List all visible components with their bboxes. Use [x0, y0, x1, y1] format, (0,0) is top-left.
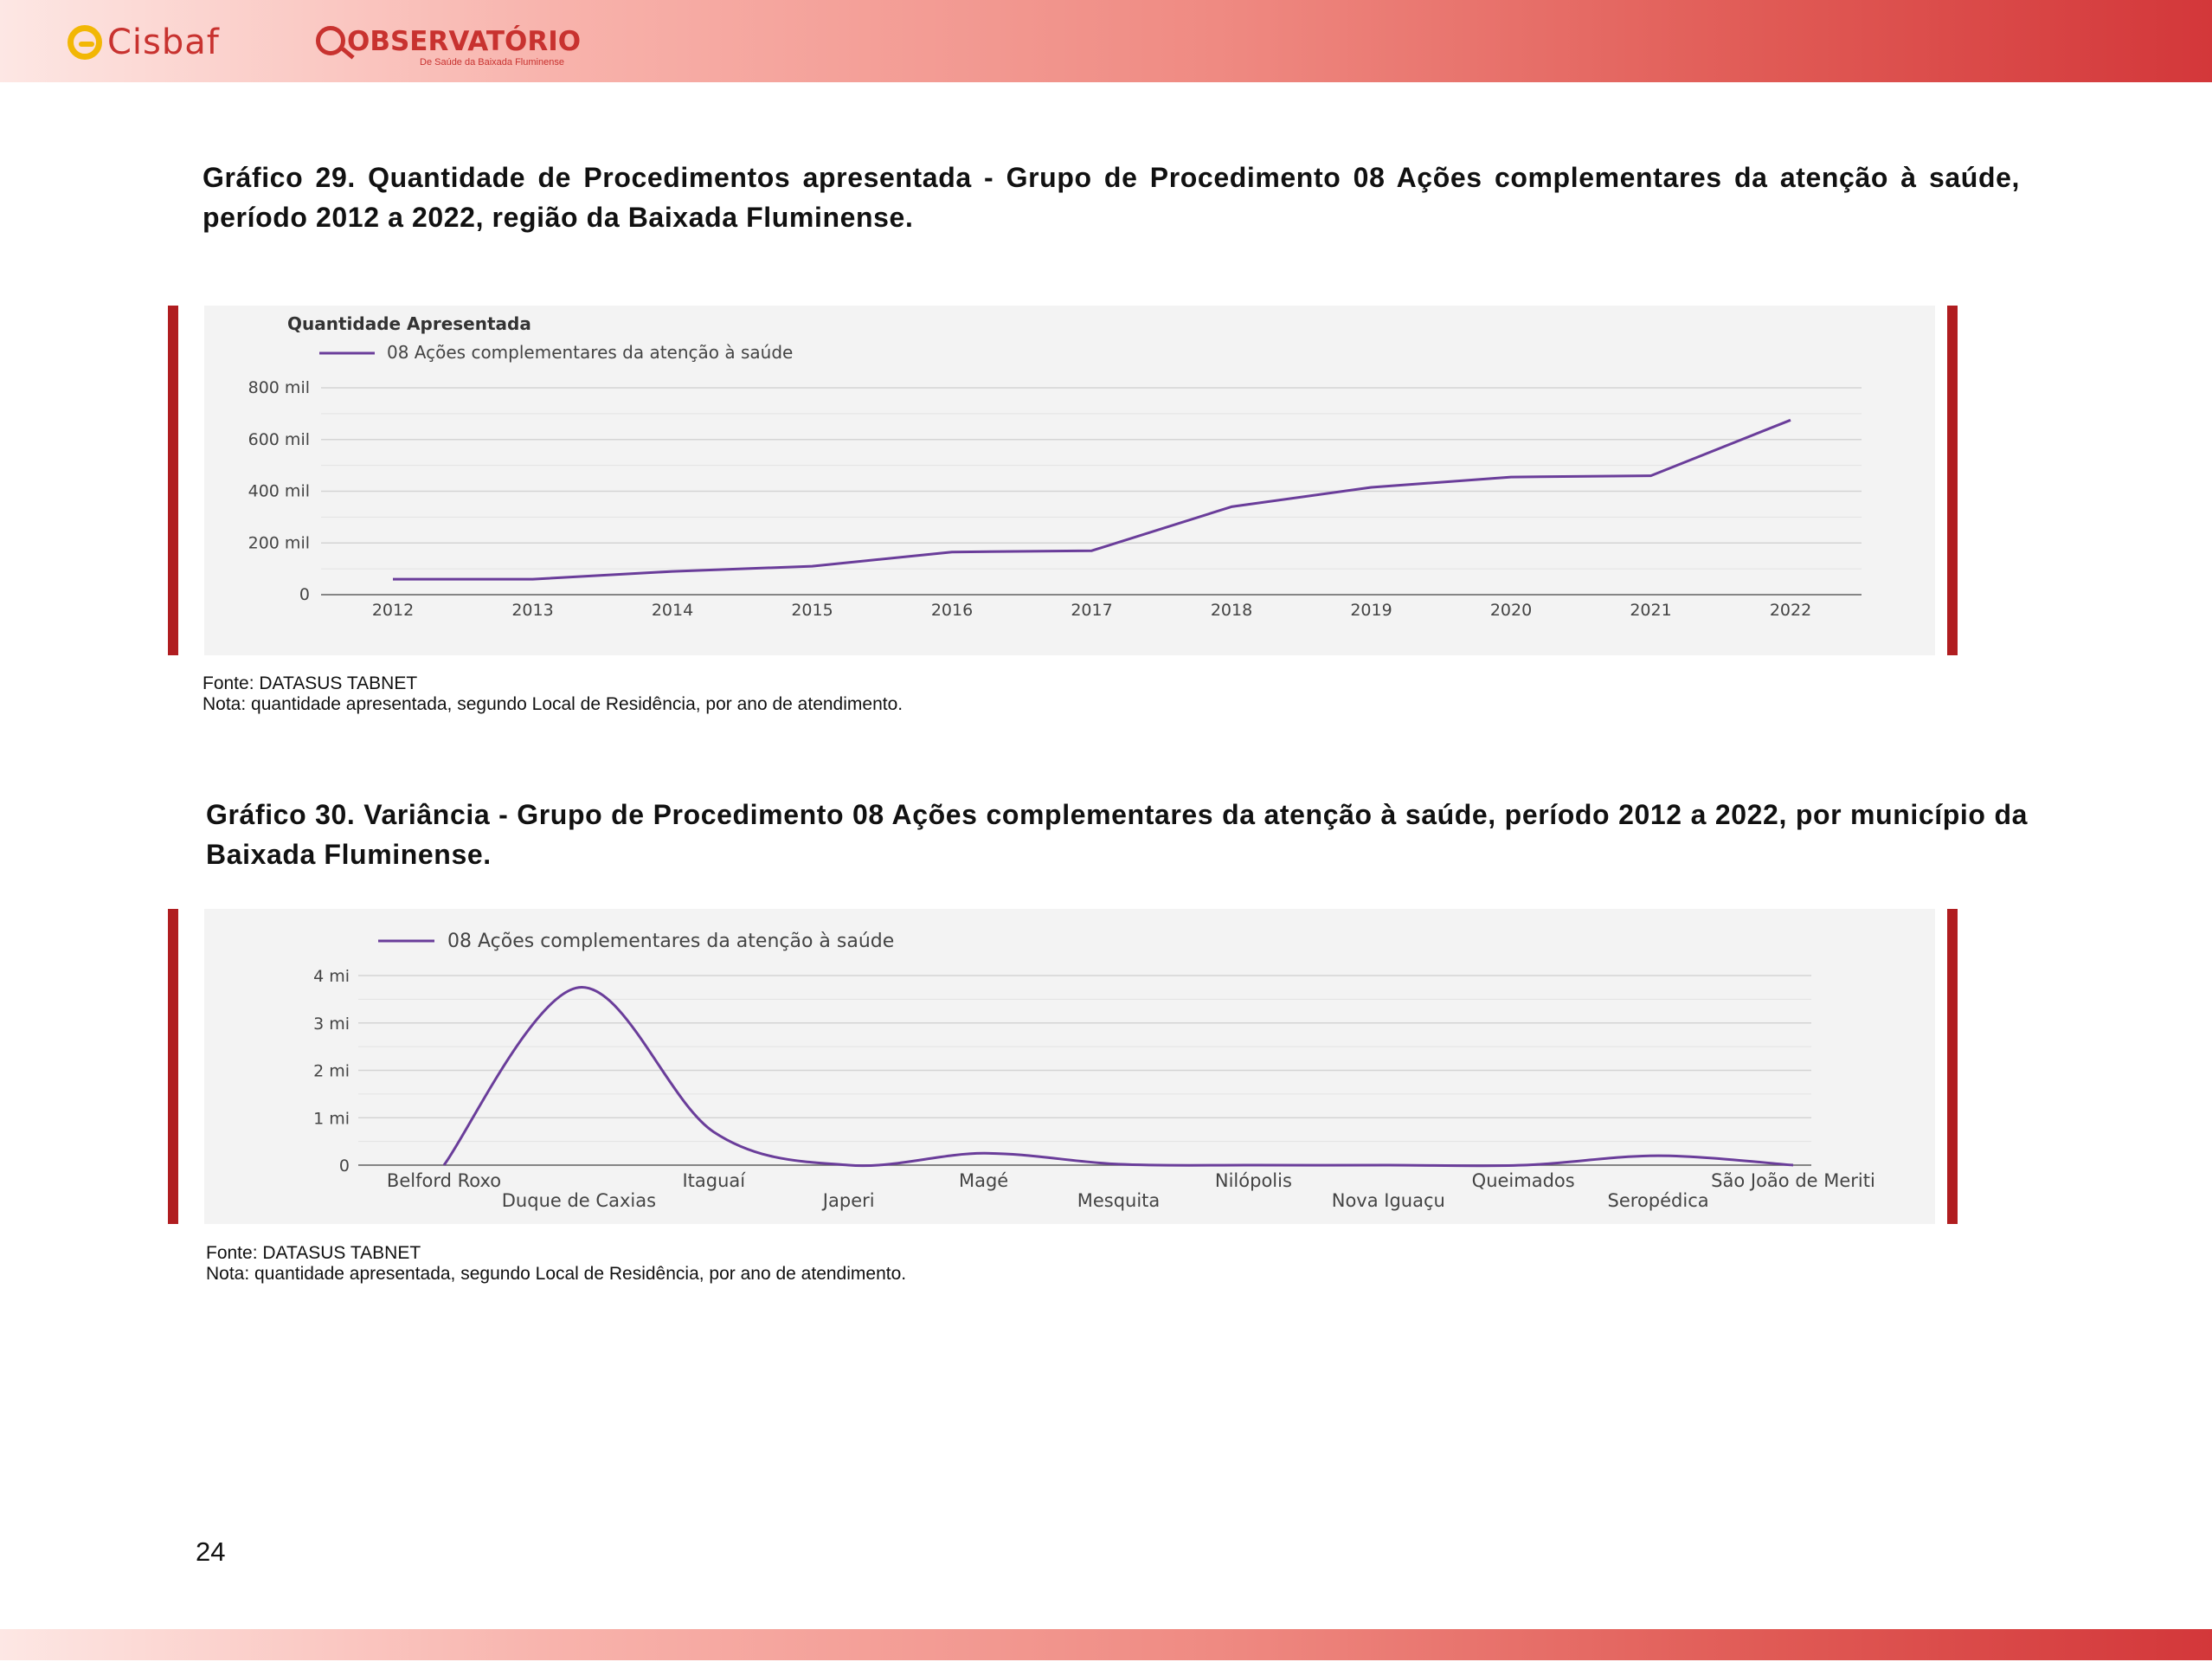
figure2-chart: 08 Ações complementares da atenção à saú…: [313, 931, 1875, 1211]
chart2-x-tick-label: Itaguaí: [682, 1170, 746, 1191]
observatorio-logo-text: OBSERVATÓRIO: [347, 26, 582, 57]
cisbaf-logo-icon: [68, 25, 102, 60]
page-number: 24: [196, 1536, 226, 1567]
chart1-x-tick-label: 2022: [1770, 601, 1811, 620]
figure2-source: Fonte: DATASUS TABNET: [206, 1243, 421, 1263]
figure1-left-rule: [168, 306, 178, 655]
chart2-x-tick-label: Seropédica: [1608, 1190, 1709, 1211]
chart1-x-tick-label: 2019: [1350, 601, 1392, 620]
chart2-x-tick-label: Mesquita: [1077, 1190, 1161, 1211]
chart1-x-tick-label: 2015: [791, 601, 833, 620]
chart2-x-tick-label: São João de Meriti: [1711, 1170, 1875, 1191]
chart2-x-tick-label: Duque de Caxias: [502, 1190, 656, 1211]
figure1-note: Nota: quantidade apresentada, segundo Lo…: [203, 694, 903, 714]
chart2-y-tick-label: 1 mi: [313, 1109, 350, 1128]
figure2-left-rule: [168, 909, 178, 1224]
chart2-x-tick-label: Belford Roxo: [387, 1170, 501, 1191]
chart1-x-tick-label: 2021: [1630, 601, 1671, 620]
chart1-y-tick-label: 600 mil: [248, 430, 310, 449]
chart1-x-tick-label: 2014: [652, 601, 693, 620]
chart1-y-tick-label: 200 mil: [248, 533, 310, 552]
chart2-x-tick-label: Queimados: [1472, 1170, 1575, 1191]
chart2-legend-label: 08 Ações complementares da atenção à saú…: [447, 931, 894, 952]
chart1-x-tick-label: 2013: [511, 601, 553, 620]
chart2-x-tick-label: Nova Iguaçu: [1332, 1190, 1445, 1211]
chart1-x-tick-label: 2020: [1490, 601, 1532, 620]
chart1-y-tick-label: 0: [299, 585, 310, 604]
observatorio-logo-subtitle: De Saúde da Baixada Fluminense: [420, 57, 564, 68]
chart1-series-line: [393, 418, 1791, 581]
chart2-y-tick-label: 0: [339, 1156, 350, 1176]
chart1-title: Quantidade Apresentada: [287, 313, 531, 334]
chart1-y-tick-label: 800 mil: [248, 378, 310, 397]
cisbaf-logo-text: Cisbaf: [107, 23, 220, 62]
chart1-x-tick-label: 2018: [1211, 601, 1252, 620]
chart2-series-line: [442, 986, 1794, 1168]
figure1-right-rule: [1947, 306, 1958, 655]
figure1-chart: Quantidade Apresentada 08 Ações complemen…: [248, 313, 1862, 620]
header-bar: [0, 0, 2212, 82]
figure2-caption: Gráfico 30. Variância - Grupo de Procedi…: [206, 799, 2028, 870]
chart2-y-tick-label: 2 mi: [313, 1062, 350, 1081]
chart1-legend-label: 08 Ações complementares da atenção à saú…: [387, 342, 793, 363]
figure2-right-rule: [1947, 909, 1958, 1224]
chart2-x-tick-label: Nilópolis: [1215, 1170, 1292, 1191]
chart1-y-tick-label: 400 mil: [248, 482, 310, 501]
figure2-chart-panel: 08 Ações complementares da atenção à saú…: [204, 909, 1935, 1224]
cisbaf-logo: Cisbaf: [68, 23, 220, 62]
chart2-x-tick-label: Magé: [959, 1170, 1008, 1191]
chart1-x-tick-label: 2012: [372, 601, 414, 620]
figure1-chart-panel: Quantidade Apresentada 08 Ações complemen…: [204, 306, 1935, 655]
figure1-caption: Gráfico 29. Quantidade de Procedimentos …: [203, 162, 2020, 233]
chart1-x-tick-label: 2016: [931, 601, 973, 620]
figure1-source: Fonte: DATASUS TABNET: [203, 673, 418, 693]
footer-bar: [0, 1629, 2212, 1660]
chart2-y-tick-label: 4 mi: [313, 967, 350, 986]
chart1-x-tick-label: 2017: [1071, 601, 1112, 620]
figure2-note: Nota: quantidade apresentada, segundo Lo…: [206, 1264, 907, 1284]
chart2-x-tick-label: Japeri: [821, 1190, 875, 1211]
magnifier-icon: [316, 26, 345, 55]
chart2-y-tick-label: 3 mi: [313, 1015, 350, 1034]
